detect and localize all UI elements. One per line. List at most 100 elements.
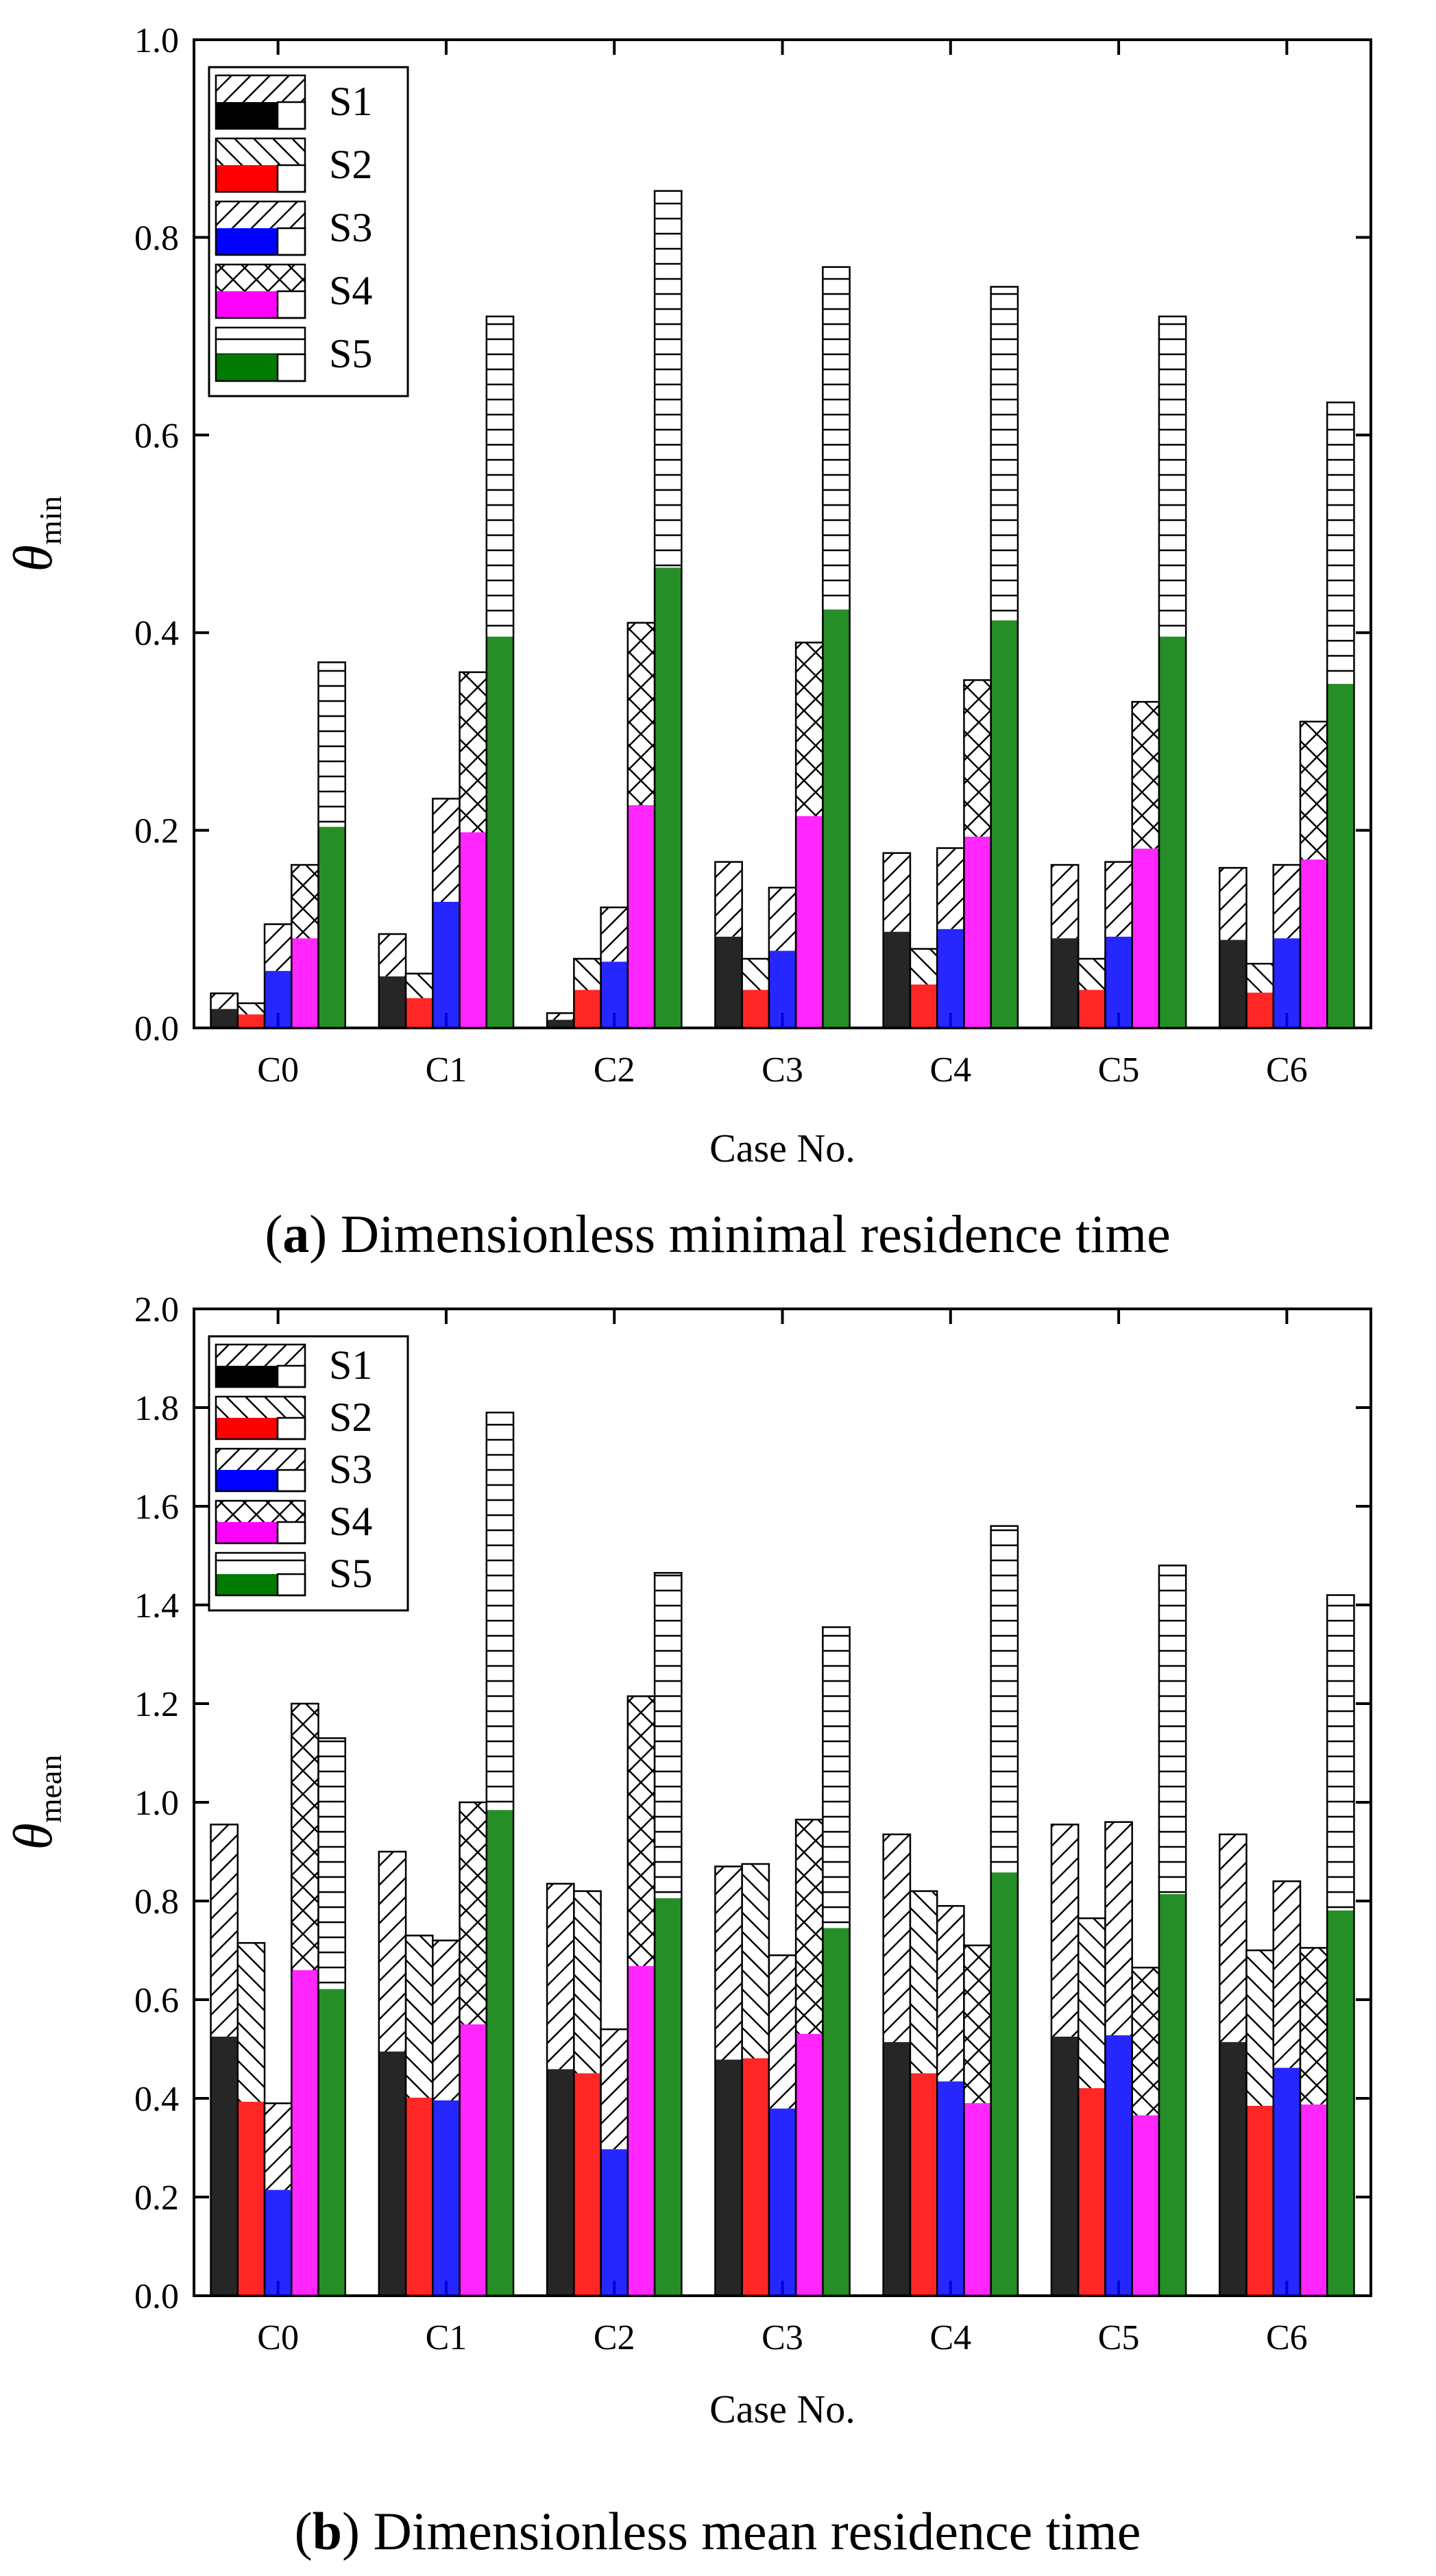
- panel-b-xtick-label: C1: [426, 2318, 467, 2357]
- panel-a-ytick-label: 0.8: [134, 219, 179, 258]
- bar-pattern: [910, 1891, 938, 2074]
- bar-fill: [823, 1928, 850, 2296]
- panel-b-bar-s1-c4: [882, 1833, 912, 2297]
- panel-b-bar-s2-c6: [1245, 1949, 1274, 2297]
- panel-a-ylabel-subscript: min: [33, 496, 68, 545]
- bar-pattern: [1300, 721, 1328, 860]
- panel-a-xtick-label: C2: [594, 1051, 635, 1090]
- swatch-pattern: [216, 1397, 305, 1418]
- panel-b-legend-swatch-s5: [215, 1551, 306, 1597]
- panel-a-bar-s5-c0: [317, 661, 347, 1029]
- panel-b-ytick-label: 0.2: [134, 2179, 179, 2218]
- panel-a-legend-swatch-s4: [215, 263, 306, 319]
- bar-fill: [1219, 940, 1247, 1028]
- swatch-color: [216, 1366, 278, 1387]
- panel-a-ylabel: θmin: [3, 496, 68, 572]
- bar-fill: [1078, 990, 1106, 1028]
- bar-fill: [237, 2101, 265, 2296]
- bar-fill: [1219, 2041, 1247, 2296]
- panel-b-legend-label: S1: [329, 1342, 372, 1388]
- bar-fill: [1132, 2115, 1159, 2296]
- swatch-color: [216, 1522, 278, 1543]
- bar-fill: [210, 1009, 238, 1028]
- panel-a-legend-swatch-s1: [215, 74, 306, 130]
- panel-a-bar-s3-c3: [768, 886, 797, 1029]
- panel-a-xtick-label: C3: [762, 1051, 803, 1090]
- panel-b-xtick-label: C4: [929, 2318, 971, 2357]
- panel-b-bar-s4-c1: [459, 1801, 488, 2297]
- bar-outline: [485, 315, 515, 1029]
- bar-pattern: [318, 1738, 345, 1989]
- panel-a-xtick-label: C6: [1266, 1051, 1308, 1090]
- bar-pattern: [1078, 959, 1106, 990]
- panel-a-bar-s2-c1: [404, 972, 434, 1029]
- panel-b-legend-swatch-s3: [215, 1447, 306, 1493]
- bar-pattern: [823, 1627, 850, 1928]
- swatch-outline: [215, 1551, 306, 1597]
- bar-pattern: [1219, 1834, 1247, 2042]
- panel-b-bar-s3-c5: [1104, 1821, 1133, 2297]
- bar-outline: [1050, 863, 1080, 1029]
- bar-fill: [1132, 848, 1159, 1028]
- bar-outline: [1158, 315, 1187, 1029]
- panel-b-xtick-label: C2: [594, 2318, 635, 2357]
- panel-a-bar-s4-c0: [291, 863, 319, 1029]
- bar-fill: [1051, 938, 1079, 1028]
- panel-b-caption: (b) Dimensionless mean residence time: [295, 2501, 1141, 2561]
- panel-b-caption-label: b: [313, 2501, 342, 2561]
- swatch-pattern: [216, 265, 305, 291]
- panel-b-bar-s1-c0: [210, 1824, 239, 2297]
- panel-b-bar-s5-c6: [1326, 1594, 1355, 2297]
- bar-pattern: [406, 973, 433, 998]
- bar-fill: [990, 1872, 1018, 2296]
- panel-a-bar-s5-c5: [1158, 315, 1187, 1029]
- bar-fill: [990, 620, 1018, 1028]
- panel-b-ytick-label: 1.2: [134, 1685, 179, 1724]
- swatch-pattern: [216, 1449, 305, 1470]
- bar-pattern: [655, 1573, 682, 1898]
- bar-pattern: [742, 1864, 769, 2059]
- bar-pattern: [964, 1945, 991, 2103]
- swatch-color: [216, 1418, 278, 1439]
- panel-b-ylabel-subscript: mean: [33, 1755, 68, 1824]
- bar-fill: [910, 2073, 938, 2296]
- panel-b-chart: 0.0 0.2 0.4 0.6 0.8 1.0 1.2 1.4 1.6 1.8 2.0 θmean Ca…: [3, 1290, 1372, 2431]
- bar-outline: [653, 190, 683, 1029]
- panel-a-xlabel: Case No.: [709, 1126, 855, 1170]
- panel-a-bar-s4-c4: [963, 679, 992, 1029]
- panel-b-bar-s5-c4: [990, 1525, 1019, 2297]
- panel-b-ytick-label: 0.4: [134, 2080, 179, 2119]
- bar-outline: [1326, 401, 1355, 1029]
- bar-fill: [1273, 2068, 1300, 2296]
- bar-fill: [378, 976, 406, 1028]
- bar-pattern: [1051, 865, 1079, 939]
- bar-fill: [742, 990, 769, 1028]
- panel-a-bar-s1-c0: [210, 992, 239, 1029]
- bar-fill: [486, 636, 514, 1028]
- panel-b-bar-s3-c2: [600, 2028, 629, 2297]
- bar-pattern: [655, 191, 682, 568]
- bar-fill: [547, 2069, 574, 2296]
- panel-b-ytick-label: 1.4: [134, 1586, 179, 1626]
- bar-fill: [627, 1965, 655, 2296]
- bar-fill: [1300, 859, 1328, 1028]
- swatch-color: [216, 1574, 278, 1595]
- panel-b-bar-s4-c3: [794, 1818, 824, 2297]
- panel-b-bar-s4-c2: [626, 1695, 656, 2297]
- bar-fill: [291, 938, 319, 1028]
- bar-fill: [265, 2189, 292, 2296]
- bar-fill: [600, 2149, 628, 2296]
- bar-fill: [742, 2058, 769, 2296]
- bar-pattern: [1300, 1948, 1328, 2105]
- bar-fill: [1105, 2035, 1132, 2296]
- panel-b-bar-s5-c3: [822, 1626, 851, 2297]
- panel-a-bar-s1-c4: [882, 852, 912, 1029]
- bar-outline: [317, 1737, 347, 2297]
- bar-outline: [1326, 1594, 1355, 2297]
- swatch-pattern: [216, 328, 305, 354]
- panel-b-ytick-label: 0.6: [134, 1981, 179, 2020]
- bar-fill: [823, 609, 850, 1028]
- panel-b-legend-swatch-s4: [215, 1499, 306, 1545]
- panel-b-ytick-label: 0.0: [134, 2277, 179, 2316]
- bar-fill: [1158, 1893, 1186, 2296]
